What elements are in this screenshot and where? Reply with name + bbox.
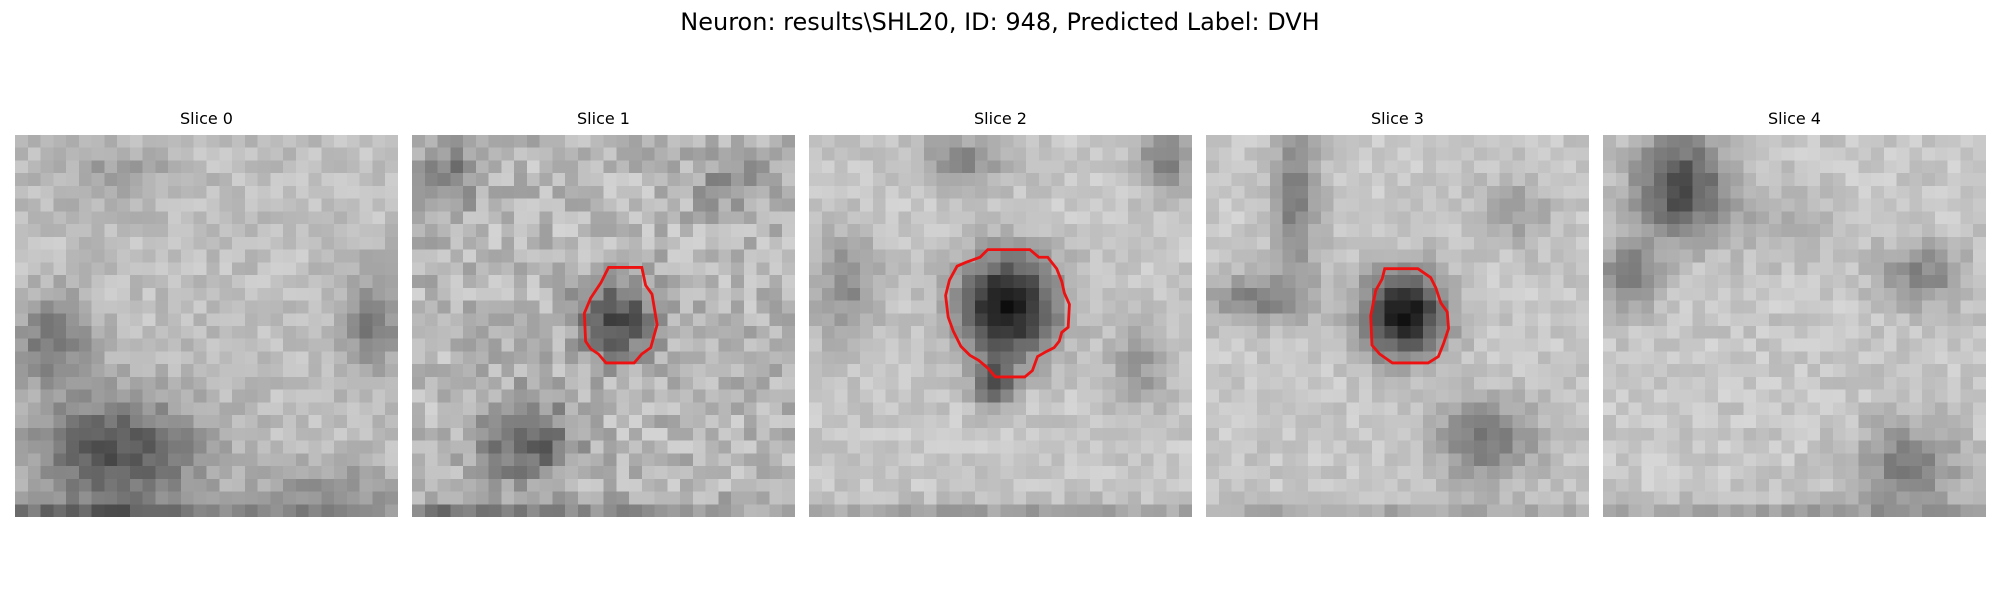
- slice-title-0: Slice 0: [180, 109, 233, 128]
- slice-title-2: Slice 2: [974, 109, 1027, 128]
- figure-title: Neuron: results\SHL20, ID: 948, Predicte…: [680, 8, 1320, 36]
- slice-panel-1: Slice 1: [412, 104, 795, 524]
- slice-panel-2: Slice 2: [809, 104, 1192, 524]
- slice-title-1: Slice 1: [577, 109, 630, 128]
- pixel-grid: [412, 135, 795, 517]
- cell-contour: [1369, 267, 1450, 365]
- cell-contour: [582, 266, 659, 365]
- slice-image-4: [1603, 135, 1986, 517]
- slice-title-3: Slice 3: [1371, 109, 1424, 128]
- slice-image-2: [809, 135, 1192, 517]
- slice-title-4: Slice 4: [1768, 109, 1821, 128]
- slice-panel-0: Slice 0: [15, 104, 398, 524]
- pixel-grid: [15, 135, 398, 517]
- slice-image-1: [412, 135, 795, 517]
- slice-panel-4: Slice 4: [1603, 104, 1986, 524]
- pixel-grid: [1206, 135, 1589, 517]
- slice-image-0: [15, 135, 398, 517]
- slice-image-3: [1206, 135, 1589, 517]
- cell-contour: [944, 248, 1071, 379]
- pixel-grid: [1603, 135, 1986, 517]
- pixel-grid: [809, 135, 1192, 517]
- slice-panel-3: Slice 3: [1206, 104, 1589, 524]
